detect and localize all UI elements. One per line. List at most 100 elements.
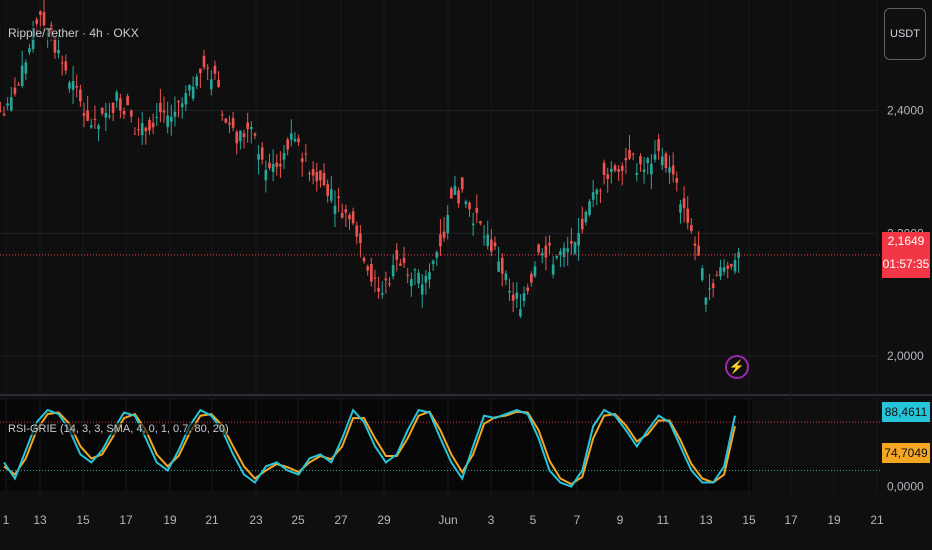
candle-body [35, 19, 39, 24]
candle-body [326, 184, 329, 196]
lightning-icon[interactable]: ⚡ [725, 355, 749, 379]
candle-body [275, 162, 279, 167]
candle-body [348, 214, 351, 220]
candle-body [573, 241, 577, 254]
candle-body [286, 139, 289, 150]
candle-body [20, 65, 24, 86]
candle-body [511, 294, 515, 301]
candle-body [355, 225, 359, 237]
candle-body [195, 76, 199, 86]
candle-body [493, 242, 497, 247]
candle-body [155, 116, 159, 118]
candle-body [188, 85, 191, 91]
candle-body [279, 163, 282, 167]
candle-body [137, 129, 140, 131]
candle-body [122, 110, 126, 115]
candle-body [682, 198, 686, 209]
candle-body [540, 253, 544, 256]
candle-body [679, 204, 682, 213]
candle-body [93, 118, 97, 120]
candle-body [322, 172, 326, 185]
candle-body [628, 150, 631, 159]
currency-button[interactable]: USDT [884, 8, 926, 60]
indicator-label[interactable]: RSI-GRIE (14, 3, 3, SMA, 4, 0, 1, 0.7, 8… [6, 423, 231, 435]
candle-body [220, 114, 224, 116]
candle-body [57, 49, 60, 54]
candle-body [13, 87, 17, 95]
candle-body [297, 138, 300, 143]
candle-body [522, 293, 526, 301]
candle-body [239, 130, 242, 142]
candle-body [42, 12, 46, 26]
candle-body [599, 190, 602, 192]
candle-body [162, 110, 166, 113]
candle-body [79, 89, 82, 102]
candle-body [595, 189, 599, 195]
candle-body [508, 290, 511, 293]
candle-body [231, 118, 235, 128]
candle-body [457, 190, 460, 204]
candle-body [577, 232, 580, 246]
time-axis-label: 21 [205, 513, 219, 527]
candle-body [97, 125, 100, 129]
candle-body [370, 264, 373, 282]
candle-body [686, 208, 690, 223]
candle-body [733, 260, 737, 272]
candle-body [242, 133, 246, 138]
candle-body [555, 256, 559, 258]
candle-body [100, 107, 104, 114]
candle-body [115, 92, 119, 101]
candle-body [391, 265, 395, 277]
time-axis-label: 25 [291, 513, 305, 527]
candle-body [719, 267, 722, 277]
candle-body [388, 283, 391, 285]
candle-body [64, 61, 68, 71]
candle-body [351, 211, 355, 224]
candle-body [71, 81, 75, 90]
candle-body [111, 102, 115, 113]
time-axis-label: Jun [438, 513, 457, 527]
candle-body [329, 189, 333, 201]
candle-body [6, 103, 9, 106]
candle-body [690, 225, 693, 232]
candle-body [602, 162, 606, 175]
candle-body [159, 102, 162, 112]
candle-body [537, 244, 540, 253]
candle-body [519, 309, 522, 317]
candle-body [60, 62, 64, 64]
candle-body [235, 131, 239, 144]
time-axis-label: 1 [3, 513, 10, 527]
time-axis-label: 11 [657, 513, 670, 527]
candle-body [435, 251, 439, 258]
candle-body [209, 79, 213, 90]
candle-body [606, 174, 610, 179]
candle-body [588, 201, 591, 215]
candle-body [300, 158, 304, 162]
candle-body [289, 133, 293, 140]
candle-body [584, 211, 588, 223]
time-axis-label: 27 [334, 513, 348, 527]
time-axis-label: 13 [33, 513, 47, 527]
candle-body [675, 178, 679, 183]
candle-body [530, 273, 533, 283]
candle-body [450, 188, 453, 199]
candle-body [410, 279, 413, 287]
candle-body [708, 288, 711, 290]
indicator-plot-bg [0, 400, 752, 491]
time-axis-label: 15 [742, 513, 756, 527]
candle-body [515, 292, 519, 299]
candle-body [424, 275, 428, 283]
candle-body [126, 96, 129, 106]
k-line [3, 408, 736, 488]
candle-body [380, 293, 384, 295]
candle-body [166, 115, 169, 127]
candle-body [315, 171, 319, 182]
candle-body [439, 234, 442, 247]
candle-body [610, 168, 613, 172]
candle-body [497, 261, 500, 272]
candle-body [726, 265, 730, 269]
time-axis-label: 15 [76, 513, 90, 527]
candle-body [213, 65, 217, 74]
